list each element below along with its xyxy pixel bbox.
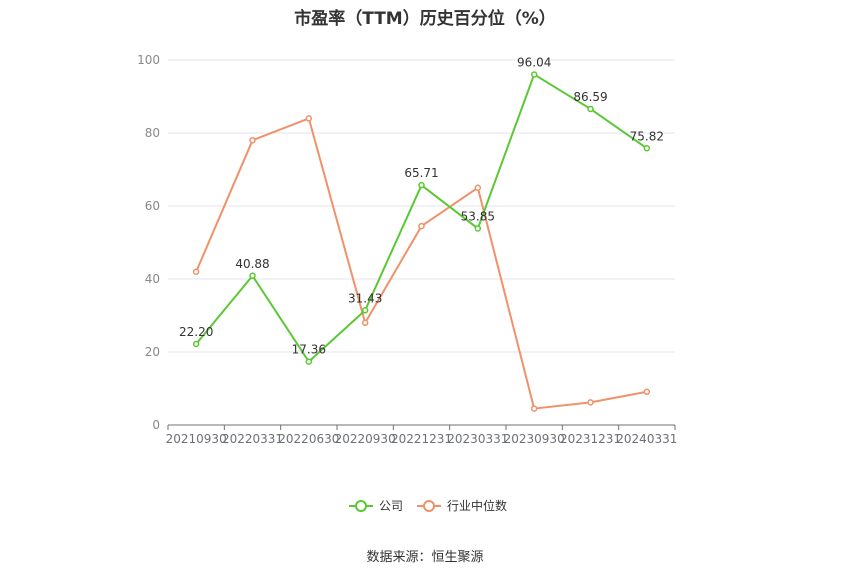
x-tick-label: 20220630 — [278, 432, 339, 446]
data-point — [305, 358, 313, 365]
data-point — [587, 399, 594, 406]
data-point — [474, 225, 482, 232]
data-point — [643, 145, 651, 152]
data-label: 40.88 — [235, 257, 269, 271]
data-label: 31.43 — [348, 291, 382, 305]
data-point — [474, 184, 482, 191]
data-point — [587, 105, 594, 113]
y-tick-label: 100 — [137, 53, 160, 67]
data-label: 17.36 — [292, 343, 326, 357]
data-point — [643, 388, 651, 396]
data-point — [305, 115, 313, 122]
legend-marker — [423, 500, 435, 512]
data-label: 86.59 — [573, 90, 607, 104]
y-tick-label: 0 — [152, 418, 160, 432]
data-point — [192, 340, 200, 348]
legend-label: 行业中位数 — [447, 498, 507, 513]
data-point — [249, 137, 256, 144]
y-tick-label: 40 — [145, 272, 160, 286]
series-line — [195, 72, 648, 364]
x-tick-label: 20230930 — [504, 432, 565, 446]
data-label: 22.20 — [179, 325, 213, 339]
data-point — [361, 319, 369, 327]
data-label: 65.71 — [404, 166, 438, 180]
legend-label: 公司 — [379, 499, 403, 513]
x-tick-label: 20231231 — [560, 432, 621, 446]
chart-title: 市盈率（TTM）历史百分位（%） — [294, 9, 556, 29]
x-tick-label: 20210930 — [166, 432, 227, 446]
data-point — [530, 405, 538, 412]
x-tick-label: 20220331 — [222, 432, 283, 446]
data-label: 96.04 — [517, 55, 551, 69]
data-point — [418, 222, 425, 230]
data-point — [418, 181, 425, 189]
y-tick-label: 60 — [145, 199, 160, 213]
data-label: 53.85 — [461, 209, 495, 223]
x-tick-label: 20220930 — [335, 432, 396, 446]
x-tick-label: 20230331 — [447, 432, 508, 446]
y-tick-label: 80 — [145, 126, 160, 140]
data-point — [192, 268, 200, 275]
data-label: 75.82 — [630, 129, 664, 143]
legend-marker — [355, 500, 367, 512]
data-source: 数据来源：恒生聚源 — [366, 550, 484, 565]
data-point — [530, 71, 538, 78]
x-tick-label: 20221231 — [391, 432, 452, 446]
data-point — [361, 307, 369, 314]
x-tick-label: 20240331 — [616, 432, 677, 446]
data-point — [249, 272, 256, 280]
y-tick-label: 20 — [145, 345, 160, 359]
